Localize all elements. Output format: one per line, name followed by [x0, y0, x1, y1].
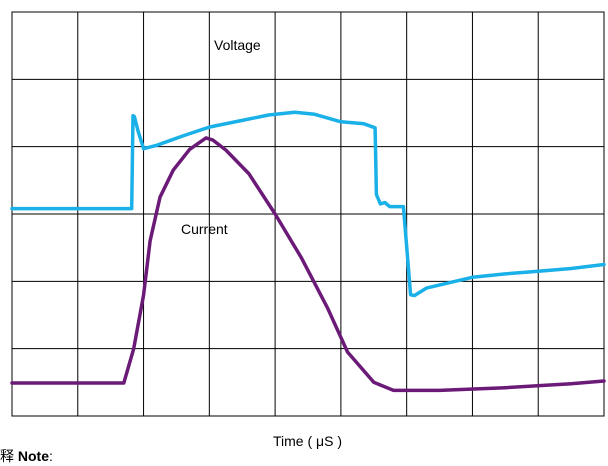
series-line-voltage [10, 110, 606, 298]
note-prefix: 释 [0, 448, 14, 464]
note-suffix: : [49, 448, 53, 464]
note-label: 释 Note: [0, 446, 53, 466]
chart-series [10, 110, 606, 393]
x-axis-label: Time ( μS ) [273, 433, 342, 449]
note-bold: Note [17, 448, 50, 464]
chart-grid [11, 11, 605, 417]
annotation-current: Current [181, 221, 228, 237]
series-line-current [10, 136, 606, 393]
annotation-voltage: Voltage [214, 37, 261, 53]
